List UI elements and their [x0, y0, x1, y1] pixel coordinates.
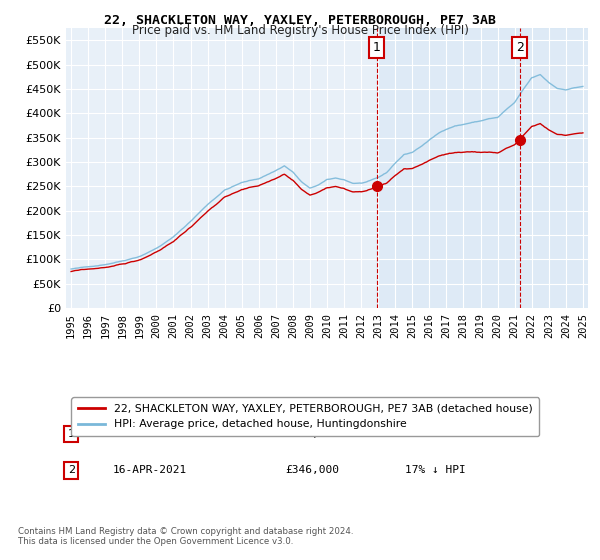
Legend: 22, SHACKLETON WAY, YAXLEY, PETERBOROUGH, PE7 3AB (detached house), HPI: Average: 22, SHACKLETON WAY, YAXLEY, PETERBOROUGH…	[71, 398, 539, 436]
Text: 22, SHACKLETON WAY, YAXLEY, PETERBOROUGH, PE7 3AB: 22, SHACKLETON WAY, YAXLEY, PETERBOROUGH…	[104, 14, 496, 27]
Text: 16-APR-2021: 16-APR-2021	[113, 465, 187, 475]
Text: 2: 2	[515, 41, 524, 54]
Text: £250,000: £250,000	[285, 429, 339, 439]
Bar	[377, 28, 592, 308]
Text: 2: 2	[68, 465, 75, 475]
Text: 17% ↓ HPI: 17% ↓ HPI	[406, 465, 466, 475]
Text: £346,000: £346,000	[285, 465, 339, 475]
Text: 6% ↓ HPI: 6% ↓ HPI	[406, 429, 460, 439]
Text: Contains HM Land Registry data © Crown copyright and database right 2024.
This d: Contains HM Land Registry data © Crown c…	[18, 526, 353, 546]
Text: 1: 1	[68, 429, 75, 439]
Text: 1: 1	[373, 41, 381, 54]
Text: 04-DEC-2012: 04-DEC-2012	[113, 429, 187, 439]
Text: Price paid vs. HM Land Registry's House Price Index (HPI): Price paid vs. HM Land Registry's House …	[131, 24, 469, 37]
